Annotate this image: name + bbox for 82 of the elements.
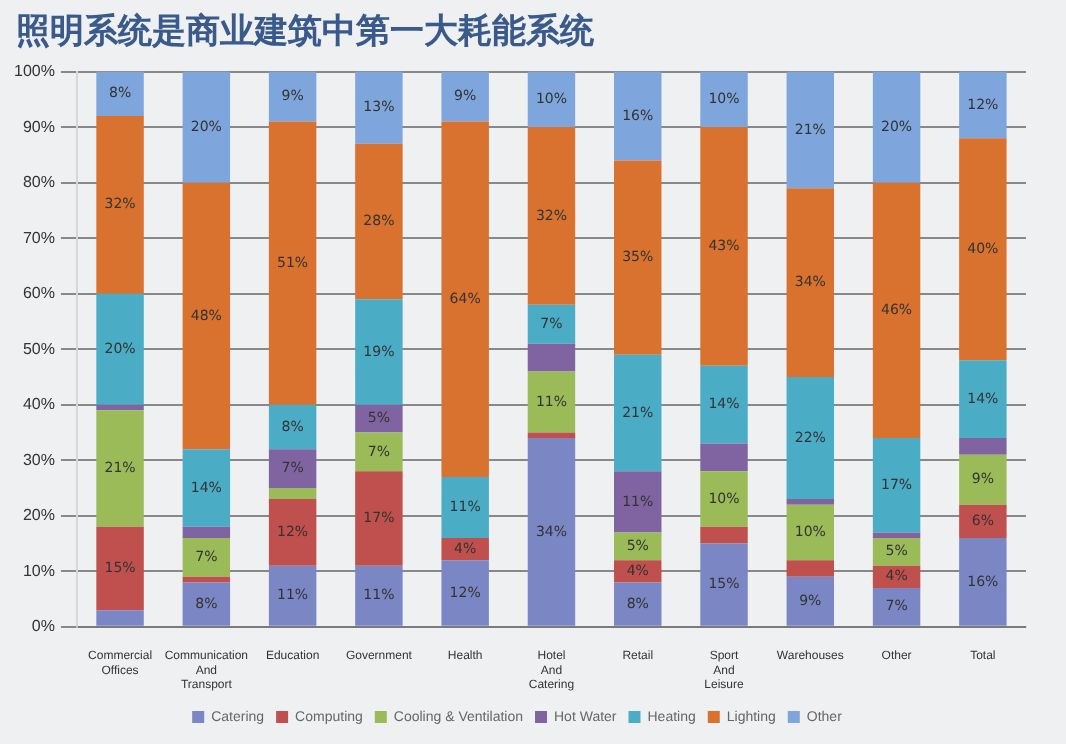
bar [527,304,576,344]
y-tick-label: 100% [13,62,55,81]
y-tick-label: 70% [22,228,55,247]
bar [700,443,748,472]
y-tick-label: 80% [22,173,55,192]
bar [268,565,317,626]
bar [614,160,662,355]
bar [268,499,317,566]
y-tick-label: 50% [22,339,55,358]
bar [355,565,403,626]
y-tick-label: 90% [22,117,55,136]
bar [614,582,662,626]
bar [872,537,921,566]
chart-title: 照明系统是商业建筑中第一大耗能系统 [16,10,594,54]
bar [959,71,1007,139]
bar [527,127,576,305]
bar [268,71,317,122]
bar [959,537,1007,626]
bar [872,587,921,626]
bar [614,71,662,161]
bar [182,71,231,183]
bar [441,121,489,477]
bar [441,560,489,626]
bar [527,343,576,372]
bar [355,471,403,566]
bar [441,476,489,538]
bar [786,504,835,561]
bar [96,610,144,626]
bar [700,471,748,527]
bar [268,404,317,450]
bar [182,526,231,538]
bar [96,116,144,294]
bar [96,293,144,405]
y-tick-label: 60% [22,284,55,303]
bar [786,499,835,505]
bar [96,526,144,611]
bar [872,182,921,439]
bar [268,121,317,405]
bar [527,438,576,626]
bar [872,71,921,183]
bar [182,182,231,450]
bar [268,488,317,500]
bar [614,471,662,533]
bar [355,299,403,405]
bar [872,532,921,538]
y-tick-label: 30% [22,450,55,469]
bar [786,376,835,500]
bar [355,71,403,144]
bar [786,560,835,577]
bar [786,71,835,189]
bar [872,438,921,533]
y-tick-label: 40% [22,395,55,414]
bar [527,432,576,439]
bar [959,504,1007,538]
y-tick-label: 20% [22,506,55,525]
bar [959,138,1007,361]
bar [614,532,662,561]
bar [959,454,1007,505]
bar [96,71,144,117]
bar [527,71,576,128]
bar [182,582,231,626]
bar [96,410,144,527]
bar [441,71,489,122]
bar [700,543,748,626]
bar [182,449,231,527]
bar [959,360,1007,439]
bar [96,404,144,411]
bar [700,365,748,444]
bar [700,526,748,544]
bar [182,537,231,577]
y-tick-label: 10% [22,561,55,580]
y-tick-label: 0% [31,617,55,636]
bar [268,449,317,488]
bar [355,432,403,472]
bar [355,143,403,300]
bar [959,438,1007,455]
bar [786,576,835,626]
bar [700,71,748,128]
bar [527,371,576,433]
bar [700,127,748,366]
bar [614,354,662,472]
bar [786,188,835,377]
